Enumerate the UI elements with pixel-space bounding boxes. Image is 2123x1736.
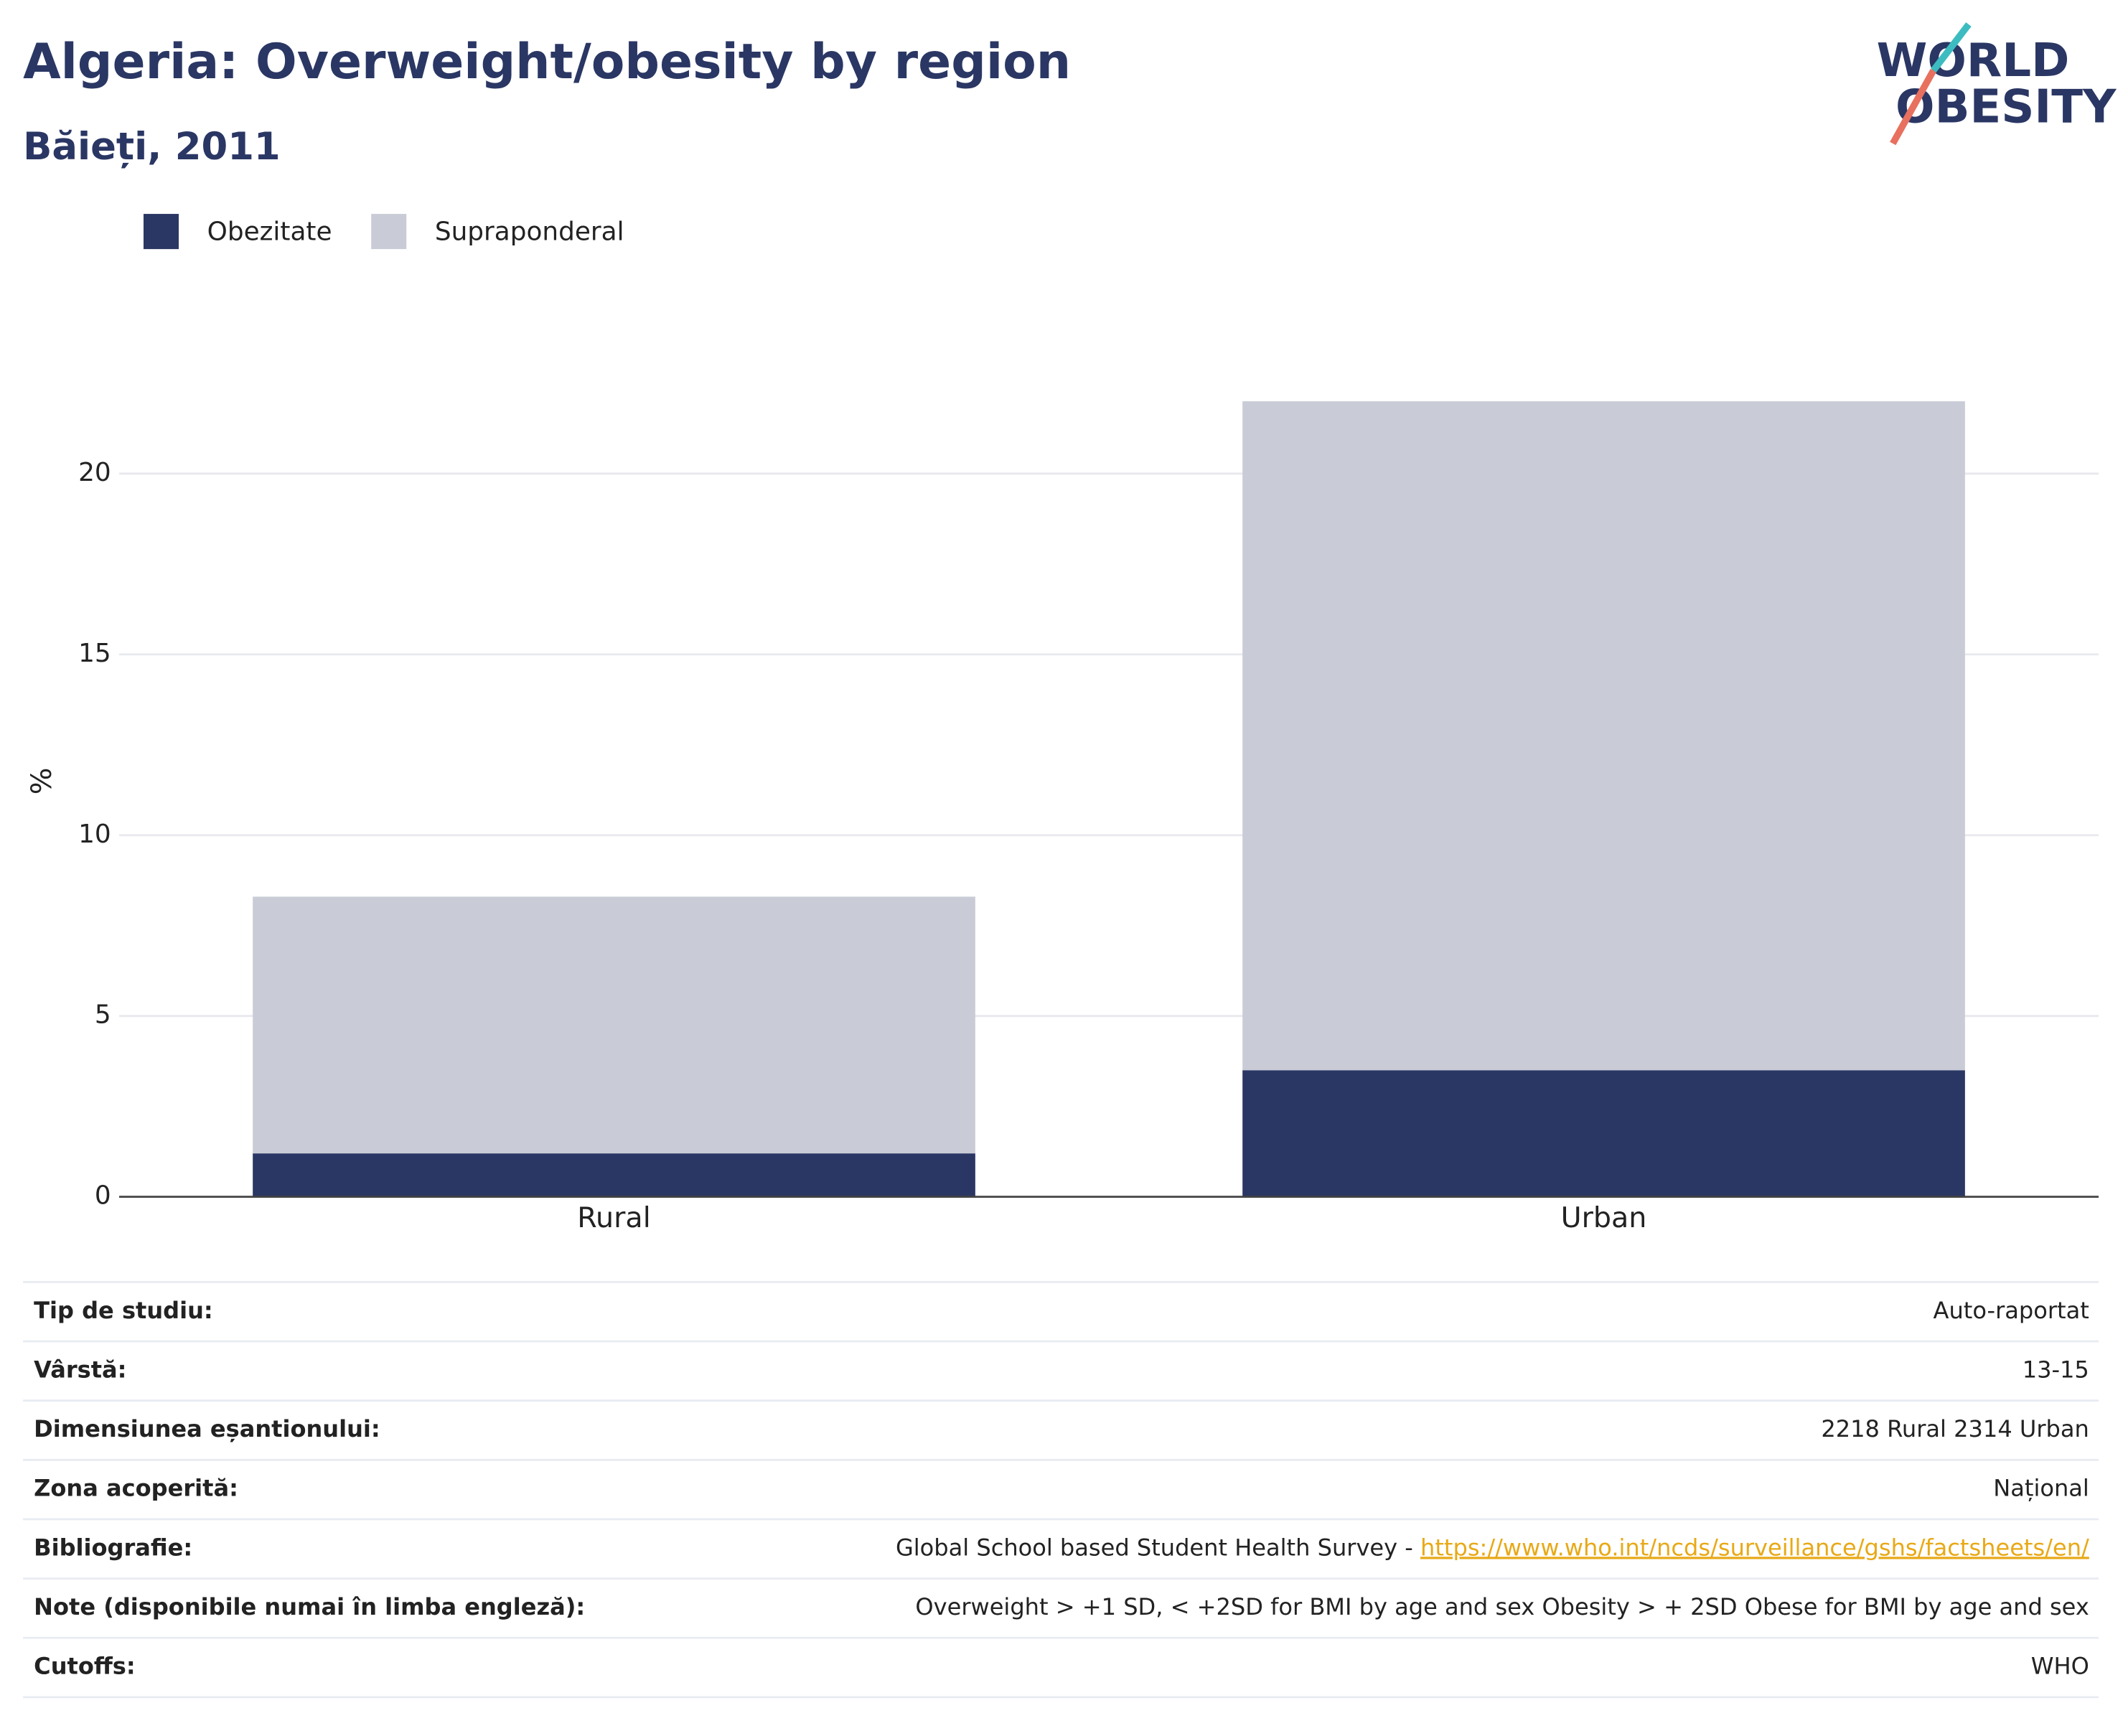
row-value: Auto-raportat bbox=[1934, 1297, 2089, 1324]
row-value: 13-15 bbox=[2023, 1356, 2089, 1383]
row-label: Vârstă: bbox=[34, 1356, 126, 1383]
row-label: Note (disponibile numai în limba engleză… bbox=[34, 1593, 585, 1620]
x-tick-label: Urban bbox=[1561, 1201, 1647, 1234]
row-value-text: Auto-raportat bbox=[1934, 1297, 2089, 1324]
y-tick-label: 10 bbox=[78, 820, 111, 849]
row-value-text: 13-15 bbox=[2023, 1356, 2089, 1383]
y-tick-label: 5 bbox=[95, 1000, 111, 1030]
logo-slash bbox=[1890, 68, 1936, 146]
row-value-text: Overweight > +1 SD, < +2SD for BMI by ag… bbox=[915, 1593, 2089, 1620]
row-value-text: WHO bbox=[2031, 1653, 2089, 1680]
legend-swatch bbox=[371, 214, 407, 250]
row-value: Overweight > +1 SD, < +2SD for BMI by ag… bbox=[915, 1593, 2089, 1620]
row-label: Dimensiunea eșantionului: bbox=[34, 1415, 380, 1442]
logo: WORLD OBESITY bbox=[1877, 22, 2117, 146]
chart-subtitle: Băieți, 2011 bbox=[23, 125, 281, 169]
legend-swatch bbox=[143, 214, 179, 250]
bar bbox=[1242, 1070, 1965, 1197]
bar bbox=[253, 896, 975, 1154]
row-value-text: Global School based Student Health Surve… bbox=[896, 1534, 1420, 1561]
y-axis-label: % bbox=[25, 768, 58, 795]
y-tick-label: 20 bbox=[78, 458, 111, 487]
row-label: Bibliografie: bbox=[34, 1534, 192, 1561]
logo-text: WORLD bbox=[1877, 34, 2070, 88]
chart-title: Algeria: Overweight/obesity by region bbox=[23, 34, 1071, 90]
row-value-text: 2218 Rural 2314 Urban bbox=[1821, 1415, 2089, 1442]
legend-label: Obezitate bbox=[207, 217, 332, 246]
link[interactable]: https://www.who.int/ncds/surveillance/gs… bbox=[1420, 1534, 2089, 1561]
row-label: Cutoffs: bbox=[34, 1653, 136, 1680]
row-value: Național bbox=[1993, 1475, 2089, 1502]
x-tick-label: Rural bbox=[577, 1201, 650, 1234]
y-tick-label: 15 bbox=[78, 639, 111, 668]
legend-label: Supraponderal bbox=[435, 217, 624, 246]
row-value: Global School based Student Health Surve… bbox=[896, 1534, 2089, 1561]
bar bbox=[253, 1153, 975, 1197]
row-value-text: Național bbox=[1993, 1475, 2089, 1502]
logo-slash bbox=[1931, 22, 1972, 72]
logo-text: OBESITY bbox=[1895, 80, 2117, 133]
bar bbox=[1242, 401, 1965, 1071]
row-value: 2218 Rural 2314 Urban bbox=[1821, 1415, 2089, 1442]
y-tick-label: 0 bbox=[95, 1181, 111, 1211]
row-label: Zona acoperită: bbox=[34, 1475, 238, 1502]
row-label: Tip de studiu: bbox=[34, 1297, 213, 1324]
row-value: WHO bbox=[2031, 1653, 2089, 1680]
